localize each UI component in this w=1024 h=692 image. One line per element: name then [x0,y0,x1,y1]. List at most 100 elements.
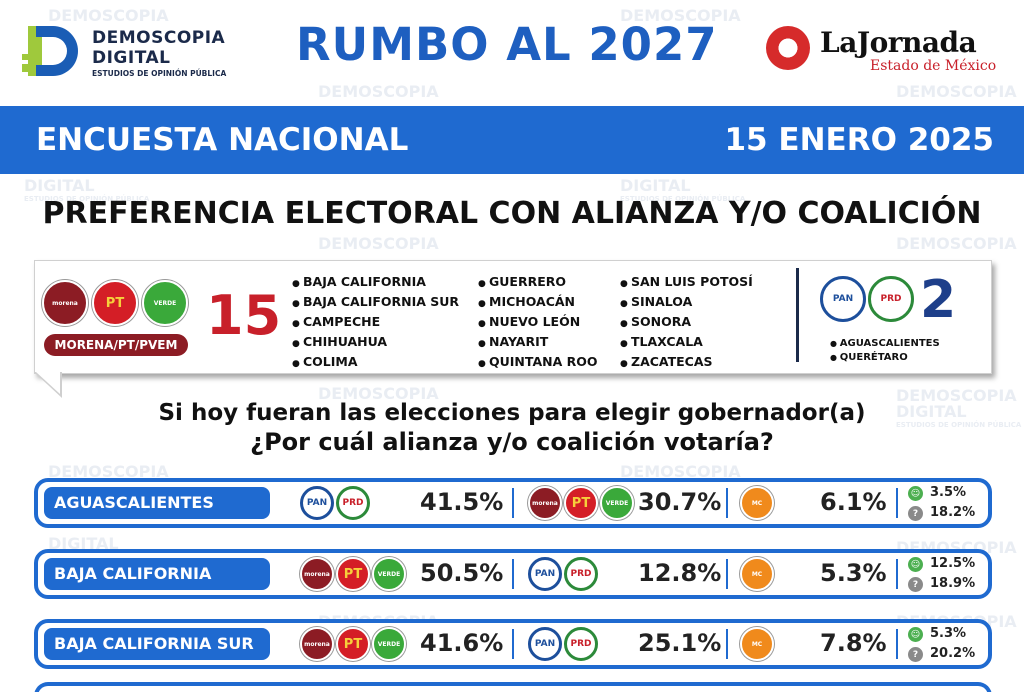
watermark-text: DEMOSCOPIA [48,6,169,25]
mc-logo-icon: MC [740,557,774,591]
question-icon: ? [908,577,923,592]
verde-logo-icon: VERDE [142,280,188,326]
watermark-text: DEMOSCOPIA [620,462,741,481]
watermark-subtext: ESTUDIOS DE OPINIÓN PÚBLICA [896,421,1022,429]
badge-text: VERDE [377,570,401,578]
badge-text: PAN [534,569,556,579]
badge-text: PAN [306,498,328,508]
result-row: AGUASCALIENTES PAN PRD 41.5% morena PT V… [34,478,992,528]
logo-line1: DEMOSCOPIA [92,28,226,48]
state-item: CHIHUAHUA [292,333,459,353]
watermark: DEMOSCOPIA DIGITAL ESTUDIOS DE OPINIÓN PÚB… [896,388,1021,429]
undecided-pct: 18.2% [930,505,976,520]
opposition-states: AGUASCALIENTES QUERÉTARO [830,337,940,365]
demoscopia-logo: DEMOSCOPIA DIGITAL ESTUDIOS DE OPINIÓN P… [22,22,262,82]
badge-text: VERDE [377,640,401,648]
row-state-label: AGUASCALIENTES [44,487,270,519]
badge-text: MC [751,499,763,507]
watermark-subtext: ESTUDIOS DE OPINIÓN PÚBLICA [24,195,150,203]
badge-text: PAN [534,639,556,649]
watermark-text-2: DIGITAL [896,402,967,421]
badge-text: morena [304,640,330,648]
mc-pct: 7.8% [820,629,887,657]
watermark-text: DEMOSCOPIA [48,462,169,481]
separator [896,559,898,589]
watermark-subtext: ESTUDIOS DE OPINIÓN PÚBLICA [620,195,746,203]
state-item: GUERRERO [478,273,597,293]
second-pct: 12.8% [638,559,722,587]
first-pct: 41.5% [420,488,504,516]
question-icon: ? [908,506,923,521]
badge-text: morena [532,499,558,507]
separator [726,559,728,589]
state-item: NAYARIT [478,333,597,353]
badge-text: PT [343,566,363,582]
question-line2: ¿Por cuál alianza y/o coalición votaría? [250,428,774,456]
pt-logo-icon: PT [92,280,138,326]
watermark-text: DIGITAL [620,176,691,195]
la-jornada-logo: LaJornada Estado de México [766,24,1006,80]
undecided-pct: 18.9% [930,576,976,591]
watermark: DEMOSCOPIA [896,236,1017,252]
states-column-1: BAJA CALIFORNIA BAJA CALIFORNIA SUR CAMP… [292,273,459,373]
logo-line3: ESTUDIOS DE OPINIÓN PÚBLICA [92,69,227,78]
pan-logo-icon: PAN [528,627,562,661]
badge-text: PRD [880,294,902,304]
watermark-text: DEMOSCOPIA [318,384,439,403]
morena-logo-icon: morena [300,627,334,661]
badge-text: PRD [570,639,592,649]
pt-logo-icon: PT [336,627,370,661]
badge-text: PT [571,495,591,511]
next-row-partial [34,682,992,692]
logo-line2: DIGITAL [92,48,171,68]
state-item: COLIMA [292,353,459,373]
mc-pct: 5.3% [820,559,887,587]
title-band: ENCUESTA NACIONAL 15 ENERO 2025 [0,106,1024,174]
pan-logo-icon: PAN [820,276,866,322]
partner-name: LaJornada [820,26,977,59]
state-item: CAMPECHE [292,313,459,333]
other-pct: 3.5% [930,485,967,500]
badge-text: PRD [342,498,364,508]
band-left-text: ENCUESTA NACIONAL [36,122,409,158]
separator [896,488,898,518]
pt-logo-icon: PT [336,557,370,591]
badge-text: MC [751,570,763,578]
prd-logo-icon: PRD [336,486,370,520]
prd-logo-icon: PRD [868,276,914,322]
morena-logo-icon: morena [42,280,88,326]
state-item: SONORA [620,313,753,333]
question-icon: ? [908,647,923,662]
watermark: DEMOSCOPIA [620,8,741,24]
mc-logo-icon: MC [740,627,774,661]
watermark: DEMOSCOPIA [620,464,741,480]
watermark-text: DEMOSCOPIA [318,234,439,253]
watermark: DEMOSCOPIA [48,8,169,24]
state-item: QUINTANA ROO [478,353,597,373]
mc-pct: 6.1% [820,488,887,516]
coalition-label: MORENA/PT/PVEM [44,334,188,356]
vertical-divider [796,268,799,362]
state-item: SAN LUIS POTOSÍ [620,273,753,293]
separator [726,629,728,659]
pan-logo-icon: PAN [528,557,562,591]
badge-text: PT [343,636,363,652]
state-item: BAJA CALIFORNIA SUR [292,293,459,313]
callout-tail-inner [36,372,60,394]
watermark: DIGITAL [48,536,119,552]
watermark: DEMOSCOPIA [896,84,1017,100]
watermark-text: DEMOSCOPIA [620,6,741,25]
verde-logo-icon: VERDE [372,627,406,661]
pan-logo-icon: PAN [300,486,334,520]
prd-logo-icon: PRD [564,557,598,591]
watermark: DEMOSCOPIA [48,464,169,480]
watermark-text: DEMOSCOPIA [896,386,1017,405]
watermark: DEMOSCOPIA [318,386,439,402]
demoscopia-d-icon [22,26,82,78]
person-icon: ☺ [908,557,923,572]
mc-logo-icon: MC [740,486,774,520]
badge-text: MC [751,640,763,648]
state-item: QUERÉTARO [830,351,940,365]
result-row: BAJA CALIFORNIA SUR morena PT VERDE 41.6… [34,619,992,669]
partner-sub: Estado de México [870,58,997,74]
